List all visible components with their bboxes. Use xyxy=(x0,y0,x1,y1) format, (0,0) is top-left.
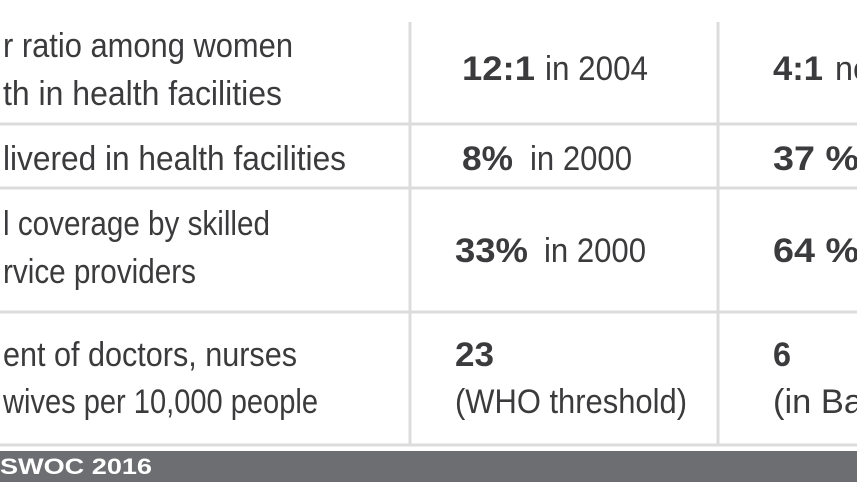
row-label: ent of doctors, nurses xyxy=(3,336,297,374)
cell-note: ne xyxy=(835,50,857,88)
cell-value: 37 % xyxy=(773,140,857,178)
cell-value: 64 % xyxy=(773,232,857,270)
cell-value: 33% xyxy=(455,232,528,270)
source: SWOC 2016 xyxy=(0,454,152,479)
footer-bar xyxy=(0,451,857,482)
row-label: wives per 10,000 people xyxy=(2,383,318,421)
cell-note: (in Ba xyxy=(773,383,857,421)
cell-value: 12:1 xyxy=(462,50,535,88)
cell-note: in 2004 xyxy=(545,50,648,88)
cell-note: (WHO threshold) xyxy=(455,383,687,421)
row-label: livered in health facilities xyxy=(3,140,346,178)
row-label: rvice providers xyxy=(3,253,196,291)
row-label: th in health facilities xyxy=(3,75,282,113)
cell-value: 6 xyxy=(773,336,791,374)
row-label: l coverage by skilled xyxy=(3,205,270,243)
cell-value: 4:1 xyxy=(773,50,823,88)
cell-note: in 2000 xyxy=(544,232,646,270)
cell-value: 23 xyxy=(455,336,494,374)
row-label: r ratio among women xyxy=(3,27,293,65)
cell-note: in 2000 xyxy=(530,140,632,178)
cell-value: 8% xyxy=(462,140,513,178)
